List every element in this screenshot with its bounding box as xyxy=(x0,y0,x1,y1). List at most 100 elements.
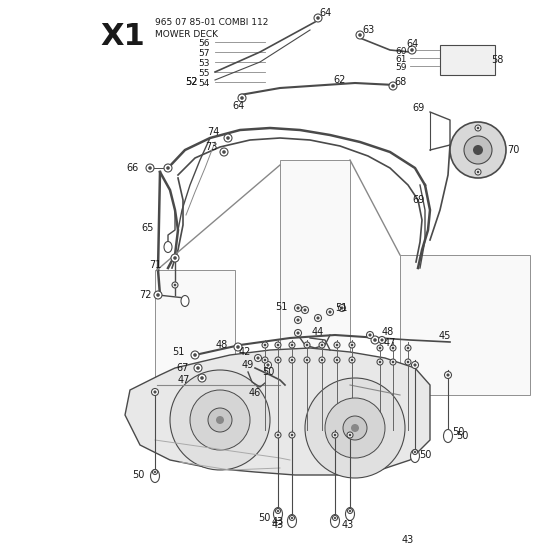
Circle shape xyxy=(412,362,418,368)
Polygon shape xyxy=(155,270,235,380)
Circle shape xyxy=(193,353,197,357)
Circle shape xyxy=(152,389,158,395)
Circle shape xyxy=(171,254,179,262)
Ellipse shape xyxy=(287,515,296,528)
Circle shape xyxy=(174,284,176,286)
Circle shape xyxy=(475,169,481,175)
Text: 43: 43 xyxy=(402,535,414,545)
Circle shape xyxy=(343,416,367,440)
Circle shape xyxy=(338,305,346,311)
Circle shape xyxy=(351,344,353,346)
Circle shape xyxy=(348,508,352,514)
Circle shape xyxy=(371,336,379,344)
Circle shape xyxy=(328,310,332,314)
Circle shape xyxy=(413,450,418,455)
Circle shape xyxy=(277,510,279,512)
Circle shape xyxy=(275,357,281,363)
Circle shape xyxy=(407,347,409,349)
Circle shape xyxy=(275,432,281,438)
Circle shape xyxy=(334,433,337,436)
Circle shape xyxy=(200,376,204,380)
Text: 47: 47 xyxy=(178,375,190,385)
Ellipse shape xyxy=(164,241,172,253)
Circle shape xyxy=(291,517,293,519)
Circle shape xyxy=(335,358,338,361)
Circle shape xyxy=(477,171,479,174)
Circle shape xyxy=(315,315,321,321)
Circle shape xyxy=(224,134,232,142)
Circle shape xyxy=(234,343,242,351)
Circle shape xyxy=(304,342,310,348)
Circle shape xyxy=(153,390,157,394)
Circle shape xyxy=(256,356,260,360)
Text: 64: 64 xyxy=(232,101,244,111)
Text: 47: 47 xyxy=(384,338,396,348)
Circle shape xyxy=(316,316,320,320)
Circle shape xyxy=(170,370,270,470)
Polygon shape xyxy=(280,160,350,385)
Text: 73: 73 xyxy=(206,142,218,152)
Text: MOWER DECK: MOWER DECK xyxy=(155,30,218,39)
Circle shape xyxy=(296,332,300,334)
Text: 74: 74 xyxy=(208,127,220,137)
Text: 48: 48 xyxy=(382,327,394,337)
Text: 54: 54 xyxy=(199,78,210,87)
Circle shape xyxy=(277,358,279,361)
Text: 50: 50 xyxy=(452,427,464,437)
Circle shape xyxy=(316,16,320,20)
Circle shape xyxy=(334,517,336,519)
Text: 69: 69 xyxy=(412,195,424,205)
Circle shape xyxy=(314,14,322,22)
Circle shape xyxy=(305,378,405,478)
Circle shape xyxy=(220,148,228,156)
Circle shape xyxy=(306,358,309,361)
Text: 51: 51 xyxy=(172,347,184,357)
Circle shape xyxy=(391,347,394,349)
Circle shape xyxy=(326,309,334,315)
Circle shape xyxy=(390,359,396,365)
Text: 49: 49 xyxy=(242,360,254,370)
Circle shape xyxy=(296,319,300,321)
Circle shape xyxy=(366,332,374,338)
Ellipse shape xyxy=(410,450,419,463)
Circle shape xyxy=(290,516,295,520)
Circle shape xyxy=(321,358,323,361)
Circle shape xyxy=(349,510,351,512)
Ellipse shape xyxy=(346,507,354,520)
Circle shape xyxy=(194,364,202,372)
Circle shape xyxy=(154,291,162,299)
Circle shape xyxy=(405,345,411,351)
Ellipse shape xyxy=(444,430,452,442)
Circle shape xyxy=(148,166,152,170)
Circle shape xyxy=(379,361,381,363)
Circle shape xyxy=(222,150,226,154)
Circle shape xyxy=(152,469,157,474)
Text: 52: 52 xyxy=(185,77,198,87)
Circle shape xyxy=(166,166,170,170)
Circle shape xyxy=(319,342,325,348)
Circle shape xyxy=(373,338,377,342)
Circle shape xyxy=(377,359,383,365)
Text: X1: X1 xyxy=(100,22,144,51)
Circle shape xyxy=(146,164,154,172)
Text: 42: 42 xyxy=(239,347,251,357)
Text: 57: 57 xyxy=(198,49,210,58)
Circle shape xyxy=(335,344,338,346)
Circle shape xyxy=(325,398,385,458)
Circle shape xyxy=(358,33,362,37)
Text: 45: 45 xyxy=(439,331,451,341)
Text: 63: 63 xyxy=(362,25,374,35)
Circle shape xyxy=(173,256,177,260)
Circle shape xyxy=(391,361,394,363)
Circle shape xyxy=(410,48,414,52)
Ellipse shape xyxy=(330,515,339,528)
Text: 65: 65 xyxy=(142,223,154,233)
Circle shape xyxy=(190,390,250,450)
Circle shape xyxy=(276,508,281,514)
Circle shape xyxy=(473,145,483,155)
Circle shape xyxy=(445,371,451,379)
Circle shape xyxy=(154,471,156,473)
Circle shape xyxy=(289,342,295,348)
Circle shape xyxy=(295,316,301,324)
Text: 61: 61 xyxy=(395,54,407,63)
